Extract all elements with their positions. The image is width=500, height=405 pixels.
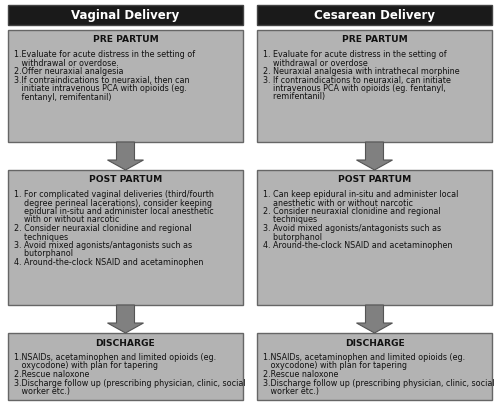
Bar [8, 30, 243, 142]
Text: 3.If contraindications to neuraxial, then can: 3.If contraindications to neuraxial, the… [14, 75, 190, 85]
Text: 4. Around-the-clock NSAID and acetaminophen: 4. Around-the-clock NSAID and acetaminop… [263, 241, 452, 250]
Bar [257, 5, 492, 25]
FancyArrow shape [356, 305, 392, 333]
Text: 1.NSAIDs, acetaminophen and limited opioids (eg.: 1.NSAIDs, acetaminophen and limited opio… [14, 353, 216, 362]
Text: worker etc.): worker etc.) [14, 387, 70, 396]
Bar [8, 5, 243, 25]
Text: withdrawal or overdose.: withdrawal or overdose. [14, 58, 119, 68]
Text: degree perineal lacerations), consider keeping: degree perineal lacerations), consider k… [14, 198, 212, 207]
Text: 1.NSAIDs, acetaminophen and limited opioids (eg.: 1.NSAIDs, acetaminophen and limited opio… [263, 353, 465, 362]
Text: DISCHARGE: DISCHARGE [344, 339, 405, 347]
Bar [8, 333, 243, 400]
Text: epidural in-situ and administer local anesthetic: epidural in-situ and administer local an… [14, 207, 214, 216]
FancyArrow shape [108, 142, 144, 170]
Bar [257, 333, 492, 400]
Text: 2. Consider neuraxial clonidine and regional: 2. Consider neuraxial clonidine and regi… [263, 207, 440, 216]
FancyArrow shape [108, 305, 144, 333]
Text: 3.Discharge follow up (prescribing physician, clinic, social: 3.Discharge follow up (prescribing physi… [14, 379, 245, 388]
Text: oxycodone) with plan for tapering: oxycodone) with plan for tapering [263, 362, 407, 371]
Text: intravenous PCA with opioids (eg. fentanyl,: intravenous PCA with opioids (eg. fentan… [263, 84, 446, 93]
Text: withdrawal or overdose: withdrawal or overdose [263, 58, 368, 68]
Text: initiate intravenous PCA with opioids (eg.: initiate intravenous PCA with opioids (e… [14, 84, 187, 93]
Text: POST PARTUM: POST PARTUM [338, 175, 411, 185]
Text: 3.Discharge follow up (prescribing physician, clinic, social: 3.Discharge follow up (prescribing physi… [263, 379, 494, 388]
Text: DISCHARGE: DISCHARGE [96, 339, 156, 347]
Text: with or without narcotic: with or without narcotic [14, 215, 120, 224]
Text: 2.Rescue naloxone: 2.Rescue naloxone [263, 370, 338, 379]
Text: 2. Consider neuraxial clonidine and regional: 2. Consider neuraxial clonidine and regi… [14, 224, 192, 233]
Text: 2.Offer neuraxial analgesia: 2.Offer neuraxial analgesia [14, 67, 124, 76]
Text: butorphanol: butorphanol [263, 232, 322, 241]
Text: worker etc.): worker etc.) [263, 387, 319, 396]
Text: techniques: techniques [263, 215, 317, 224]
Text: 2. Neuraxial analgesia with intrathecal morphine: 2. Neuraxial analgesia with intrathecal … [263, 67, 460, 76]
Text: POST PARTUM: POST PARTUM [89, 175, 162, 185]
Text: anesthetic with or without narcotic: anesthetic with or without narcotic [263, 198, 413, 207]
Text: Cesarean Delivery: Cesarean Delivery [314, 9, 435, 21]
Text: 1. For complicated vaginal deliveries (third/fourth: 1. For complicated vaginal deliveries (t… [14, 190, 214, 199]
Bar [8, 170, 243, 305]
Text: remifentanil): remifentanil) [263, 92, 325, 102]
Bar [257, 30, 492, 142]
FancyArrow shape [356, 142, 392, 170]
Text: 2.Rescue naloxone: 2.Rescue naloxone [14, 370, 90, 379]
Text: fentanyl, remifentanil): fentanyl, remifentanil) [14, 92, 112, 102]
Text: 3. If contraindications to neuraxial, can initiate: 3. If contraindications to neuraxial, ca… [263, 75, 451, 85]
Bar [257, 170, 492, 305]
Text: butorphanol: butorphanol [14, 249, 73, 258]
Text: oxycodone) with plan for tapering: oxycodone) with plan for tapering [14, 362, 158, 371]
Text: Vaginal Delivery: Vaginal Delivery [72, 9, 180, 21]
Text: techniques: techniques [14, 232, 68, 241]
Text: 4. Around-the-clock NSAID and acetaminophen: 4. Around-the-clock NSAID and acetaminop… [14, 258, 203, 267]
Text: 1. Evaluate for acute distress in the setting of: 1. Evaluate for acute distress in the se… [263, 50, 446, 59]
Text: 1. Can keep epidural in-situ and administer local: 1. Can keep epidural in-situ and adminis… [263, 190, 458, 199]
Text: 3. Avoid mixed agonists/antagonists such as: 3. Avoid mixed agonists/antagonists such… [14, 241, 192, 250]
Text: PRE PARTUM: PRE PARTUM [92, 36, 158, 45]
Text: 1.Evaluate for acute distress in the setting of: 1.Evaluate for acute distress in the set… [14, 50, 195, 59]
Text: PRE PARTUM: PRE PARTUM [342, 36, 407, 45]
Text: 3. Avoid mixed agonists/antagonists such as: 3. Avoid mixed agonists/antagonists such… [263, 224, 441, 233]
